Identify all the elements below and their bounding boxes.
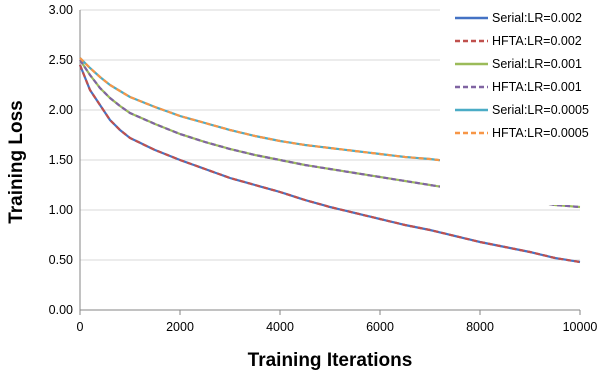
y-tick-label: 0.50 <box>49 253 73 267</box>
y-tick-labels: 0.00 0.50 1.00 1.50 2.00 2.50 3.00 <box>49 3 73 317</box>
y-tick-label: 2.50 <box>49 53 73 67</box>
x-tick-label: 6000 <box>366 320 394 334</box>
y-axis-title: Training Loss <box>6 100 27 224</box>
legend: Serial:LR=0.002 HFTA:LR=0.002 Serial:LR=0.… <box>455 11 589 140</box>
legend-label: HFTA:LR=0.001 <box>492 80 582 94</box>
legend-label: Serial:LR=0.002 <box>492 11 582 25</box>
y-tick-label: 1.00 <box>49 203 73 217</box>
y-tick-label: 3.00 <box>49 3 73 17</box>
x-tick-label: 0 <box>77 320 84 334</box>
y-tick-label: 0.00 <box>49 303 73 317</box>
legend-label: Serial:LR=0.0005 <box>492 103 589 117</box>
x-tick-label: 4000 <box>266 320 294 334</box>
y-tick-label: 1.50 <box>49 153 73 167</box>
series-line-5 <box>79 57 581 175</box>
legend-background <box>440 0 600 205</box>
x-tick-label: 10000 <box>563 320 598 334</box>
legend-label: Serial:LR=0.001 <box>492 57 582 71</box>
legend-label: HFTA:LR=0.002 <box>492 34 582 48</box>
x-tick-labels: 0 2000 4000 6000 8000 10000 <box>77 320 598 334</box>
y-tick-label: 2.00 <box>49 103 73 117</box>
x-axis-title: Training Iterations <box>248 350 413 371</box>
x-tick-label: 8000 <box>466 320 494 334</box>
x-tick-label: 2000 <box>166 320 194 334</box>
series-line-1 <box>78 64 581 264</box>
legend-label: HFTA:LR=0.0005 <box>492 126 589 140</box>
